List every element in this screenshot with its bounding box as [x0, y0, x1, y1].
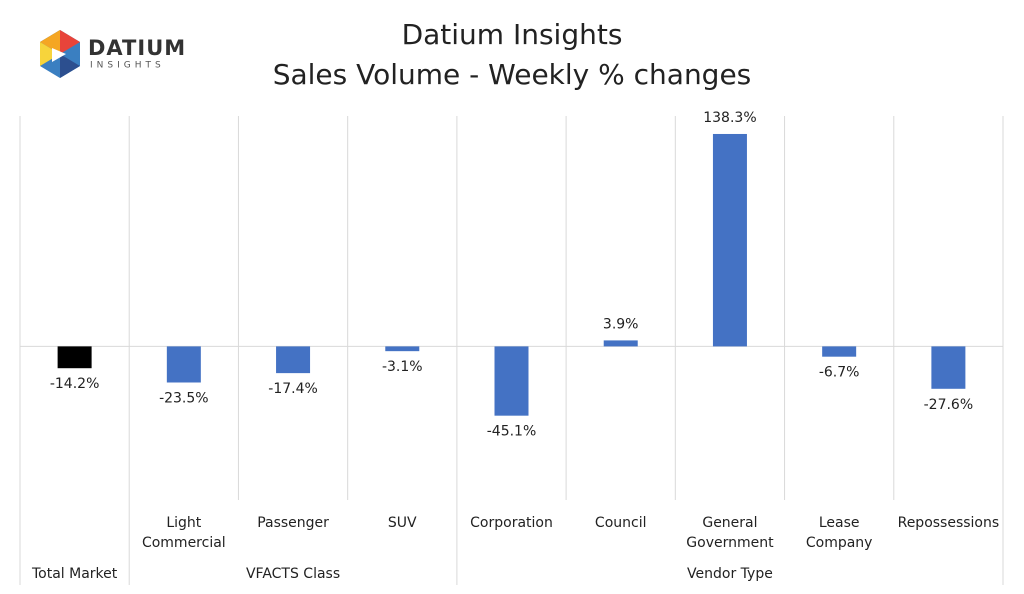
- data-label: 138.3%: [703, 110, 756, 126]
- x-tick-label-line: Lease: [819, 515, 860, 531]
- bar: [385, 346, 420, 352]
- data-label: 3.9%: [603, 316, 639, 332]
- logo: DATIUM INSIGHTS: [40, 30, 186, 78]
- logo-facet: [40, 30, 60, 54]
- group-label: VFACTS Class: [246, 566, 340, 582]
- bar: [166, 346, 201, 383]
- x-tick-label: Passenger: [257, 515, 329, 531]
- x-tick-label: Repossessions: [898, 515, 1000, 531]
- x-tick-label-line: Commercial: [142, 535, 226, 551]
- data-label: -6.7%: [819, 365, 860, 381]
- x-tick-label: General Government: [686, 515, 774, 551]
- x-tick-label-line: Light: [166, 515, 201, 531]
- bar: [494, 346, 529, 416]
- x-tick-label: Corporation: [470, 515, 553, 531]
- data-label: -17.4%: [268, 381, 318, 397]
- x-tick-label-line: Company: [806, 535, 873, 551]
- logo-tagline: INSIGHTS: [90, 61, 165, 71]
- data-label: -23.5%: [159, 390, 209, 406]
- logo-facet: [60, 54, 80, 78]
- group-label: Total Market: [31, 566, 118, 582]
- x-tick-label: Council: [595, 515, 647, 531]
- x-tick-label-line: Government: [686, 535, 774, 551]
- x-tick-label: SUV: [388, 515, 417, 531]
- data-label: -27.6%: [924, 397, 974, 413]
- logo-name: DATIUM: [88, 36, 186, 60]
- group-label: Vendor Type: [687, 566, 773, 582]
- bar: [276, 346, 311, 374]
- chart-title: Datium Insights: [402, 18, 623, 51]
- logo-facet: [60, 30, 80, 54]
- data-label: -3.1%: [382, 359, 423, 375]
- chart-subtitle: Sales Volume - Weekly % changes: [273, 58, 752, 91]
- logo-mark: [52, 48, 66, 62]
- bar: [57, 346, 92, 369]
- x-tick-label: Lease Company: [806, 515, 873, 551]
- x-tick-label: Light Commercial: [142, 515, 226, 551]
- bar: [822, 346, 857, 357]
- bar: [931, 346, 966, 389]
- data-label: -45.1%: [487, 424, 537, 440]
- logo-facet: [40, 42, 60, 66]
- bar: [712, 133, 747, 347]
- bar: [603, 340, 638, 347]
- data-label: -14.2%: [50, 376, 100, 392]
- x-tick-label-line: General: [702, 515, 757, 531]
